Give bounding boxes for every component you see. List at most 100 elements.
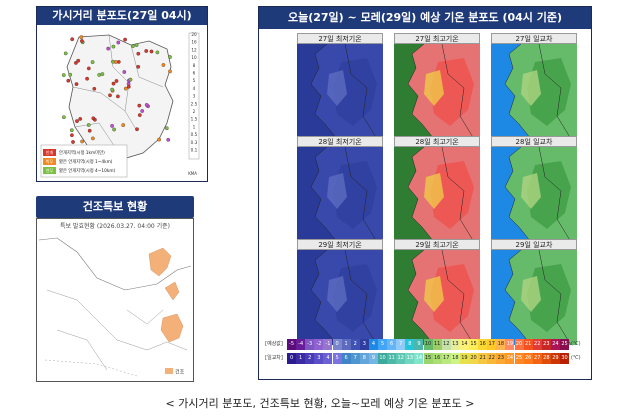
forecast-map-cell: 27일 최저기온	[297, 33, 383, 139]
legend-swatch: 11	[387, 353, 397, 364]
legend-swatch: 1	[341, 339, 351, 350]
visibility-station-dot	[68, 72, 73, 77]
legend-swatch: 14	[414, 353, 424, 364]
visibility-station-dot	[116, 40, 121, 45]
legend-swatch: -5	[287, 339, 297, 350]
legend-swatch: 22	[487, 353, 497, 364]
legend-swatch: 10	[423, 339, 433, 350]
visibility-station-dot	[123, 37, 127, 42]
legend-swatch: 4	[323, 353, 333, 364]
legend-swatch: 7	[396, 339, 406, 350]
forecast-map-label: 28일 일교차	[491, 136, 577, 147]
legend-swatch: 16	[478, 339, 488, 350]
visibility-station-dot	[79, 35, 84, 39]
legend-swatch: 15	[423, 353, 433, 364]
legend-swatch: 23	[496, 353, 506, 364]
kma-mark: KMA	[188, 171, 197, 176]
forecast-map-cell: 28일 최저기온	[297, 136, 383, 242]
visibility-station-dot	[78, 117, 83, 121]
visibility-legend-tag: 박무	[46, 158, 54, 164]
legend-swatch: 30	[560, 353, 570, 364]
visibility-scale-label: 5	[193, 78, 196, 83]
legend-range-title: [일교차]	[265, 355, 283, 361]
visibility-station-dot	[140, 109, 145, 113]
visibility-legend: 안개 안개지역(시정 1km미만) 박무 옅은 안개지역(시정 1~4km) 연무 옅은 …	[43, 149, 116, 174]
forecast-map-cell: 29일 일교차	[491, 239, 577, 345]
visibility-station-dot	[164, 126, 169, 131]
visibility-station-dot	[74, 82, 79, 86]
forecast-map	[297, 147, 383, 242]
legend-swatch: 18	[496, 339, 506, 350]
legend-swatch: 9	[368, 353, 378, 364]
forecast-map-cell: 27일 최고기온	[394, 33, 480, 139]
figure-caption: < 가시거리 분포도, 건조특보 현황, 오늘~모레 예상 기온 분포도 >	[165, 397, 475, 410]
visibility-scale-label: 1	[193, 124, 196, 129]
visibility-station-dot	[144, 103, 149, 107]
visibility-legend-text: 안개지역(시정 1km미만)	[59, 149, 105, 156]
visibility-station-dot	[155, 50, 160, 55]
dry-legend-label: 건조	[175, 369, 185, 376]
legend-swatch: 8	[405, 339, 415, 350]
legend-temp-title: [예상값]	[265, 341, 283, 347]
dry-advisory-title: 건조특보 현황	[36, 196, 194, 218]
visibility-station-dot	[122, 70, 127, 74]
visibility-station-dot	[106, 46, 111, 51]
legend-swatch: 24	[550, 339, 560, 350]
visibility-station-dot	[80, 139, 84, 144]
forecast-panel: 오늘(27일) ~ 모레(29일) 예상 기온 분포도 (04시 기준) 27일…	[258, 6, 592, 380]
legend-swatch: 19	[505, 339, 515, 350]
dry-advisory-map: 건조	[38, 237, 192, 377]
visibility-station-dot	[76, 58, 81, 63]
legend-swatch: 26	[523, 353, 533, 364]
visibility-legend-swatch	[43, 158, 56, 165]
legend-swatch: 4	[368, 339, 378, 350]
visibility-station-dot	[149, 49, 154, 54]
visibility-scale-label: 2.5	[191, 101, 198, 106]
forecast-map-label: 27일 최저기온	[297, 33, 383, 44]
visibility-scale-label: 0.3	[191, 140, 198, 145]
visibility-scale-label: 8	[193, 63, 196, 68]
visibility-legend-tag: 안개	[46, 149, 54, 155]
legend-swatch: 18	[450, 353, 460, 364]
visibility-legend-text: 옅은 안개지역(시정 1~4km)	[59, 158, 113, 165]
visibility-scale-label: 10	[191, 55, 197, 60]
legend-swatch: -2	[314, 339, 324, 350]
legend-swatch: 11	[432, 339, 442, 350]
visibility-scale-label: 1.5	[191, 117, 198, 122]
visibility-station-dot	[136, 64, 141, 69]
forecast-map-cell: 29일 최고기온	[394, 239, 480, 345]
visibility-station-dot	[100, 72, 105, 76]
visibility-station-dot	[161, 63, 166, 67]
legend-swatch: 8	[359, 353, 369, 364]
forecast-map-label: 27일 최고기온	[394, 33, 480, 44]
forecast-map	[297, 250, 383, 345]
visibility-station-dot	[97, 73, 102, 77]
visibility-station-dot	[86, 66, 91, 71]
visibility-scale-label: 0.5	[191, 132, 198, 137]
legend-swatch: 7	[350, 353, 360, 364]
visibility-legend-tag: 연무	[46, 167, 54, 173]
visibility-scale-label: 3	[193, 94, 196, 99]
visibility-station-dot	[112, 127, 116, 132]
visibility-station-dot	[69, 128, 74, 133]
forecast-map	[491, 147, 577, 242]
visibility-station-dot	[116, 94, 120, 99]
visibility-station-dot	[62, 115, 66, 120]
visibility-station-dot	[121, 123, 126, 127]
legend-range-row: [일교차] 0 1 2 3 4 5 6 7 8 9 10 11 12 13 14 15 16 17 18 19 20 21…	[263, 353, 589, 364]
legend-unit: (℃)	[571, 341, 581, 347]
visibility-station-dot	[70, 133, 74, 138]
legend-swatch: 20	[514, 339, 524, 350]
legend-swatch: 27	[532, 353, 542, 364]
forecast-map-label: 29일 최저기온	[297, 239, 383, 250]
visibility-panel: 가시거리 분포도(27일 04시) 20 16 12 10 8 6 5 4 3 2.5 2 1.5 1 0…	[36, 6, 208, 182]
legend-swatch: 25	[560, 339, 570, 350]
dry-advisory-status: 특보 발효현황 (2026.03.27. 04:00 기준)	[59, 223, 171, 230]
forecast-map-cell: 28일 최고기온	[394, 136, 480, 242]
legend-swatch: 28	[541, 353, 551, 364]
visibility-map: 20 16 12 10 8 6 5 4 3 2.5 2 1.5 1 0.5 0.3 0.1 안개 안개지역(시정…	[39, 27, 205, 179]
visibility-scale-label: 4	[193, 86, 196, 91]
forecast-map	[491, 44, 577, 139]
visibility-scale-label: 0.1	[191, 148, 198, 153]
legend-temp-row: [예상값] -5 -4 -3 -2 -1 0 1 2 3 4 5 6 7 8 9 10 11 12 13 14 15 16…	[263, 339, 589, 350]
